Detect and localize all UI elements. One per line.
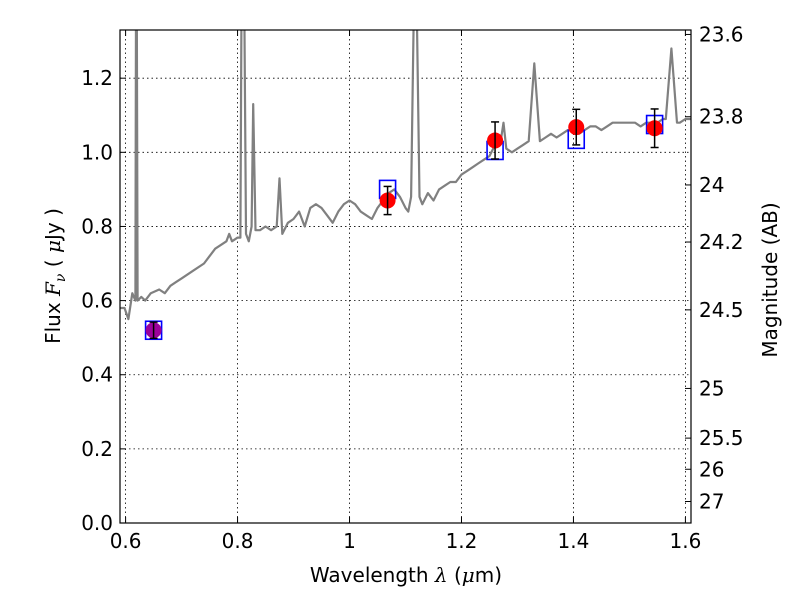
y-tick-label: 0.6 <box>81 289 113 313</box>
plot-area <box>120 30 691 341</box>
right-tick-label: 25 <box>699 376 724 400</box>
right-tick-label: 23.6 <box>699 22 744 46</box>
y-tick-label: 1.2 <box>81 66 113 90</box>
spectrum-line <box>120 30 691 321</box>
x-tick-label: 1.2 <box>446 529 478 553</box>
x-tick-label: 0.6 <box>110 529 142 553</box>
plot-frame <box>119 29 692 524</box>
right-tick-label: 24.5 <box>699 298 744 322</box>
y-axis-left: 0.0 0.2 0.4 0.6 0.8 1.0 1.2 <box>81 66 126 535</box>
x-axis-label: Wavelength λ (μm) <box>310 563 502 587</box>
y-axis-label-right: Magnitude (AB) <box>758 202 782 357</box>
grid-lines <box>120 30 691 524</box>
right-tick-label: 23.8 <box>699 105 744 129</box>
y-axis-label-left: Flux Fν ( μJy ) <box>41 208 69 344</box>
right-tick-label: 25.5 <box>699 426 744 450</box>
x-tick-label: 1.4 <box>558 529 590 553</box>
y-tick-label: 0.2 <box>81 437 113 461</box>
x-tick-label: 0.8 <box>222 529 254 553</box>
right-tick-label: 24 <box>699 173 724 197</box>
right-tick-label: 24.2 <box>699 230 744 254</box>
y-tick-label: 0.0 <box>81 511 113 535</box>
y-tick-label: 1.0 <box>81 140 113 164</box>
x-tick-label: 1 <box>343 529 356 553</box>
right-tick-label: 27 <box>699 490 724 514</box>
x-axis: 0.6 0.8 1 1.2 1.4 1.6 <box>110 30 701 553</box>
y-axis-right: 23.6 23.8 24 24.2 24.5 25 25.5 26 27 <box>685 22 744 514</box>
x-tick-label: 1.6 <box>669 529 701 553</box>
right-tick-label: 26 <box>699 457 724 481</box>
y-tick-label: 0.4 <box>81 363 113 387</box>
y-tick-label: 0.8 <box>81 214 113 238</box>
